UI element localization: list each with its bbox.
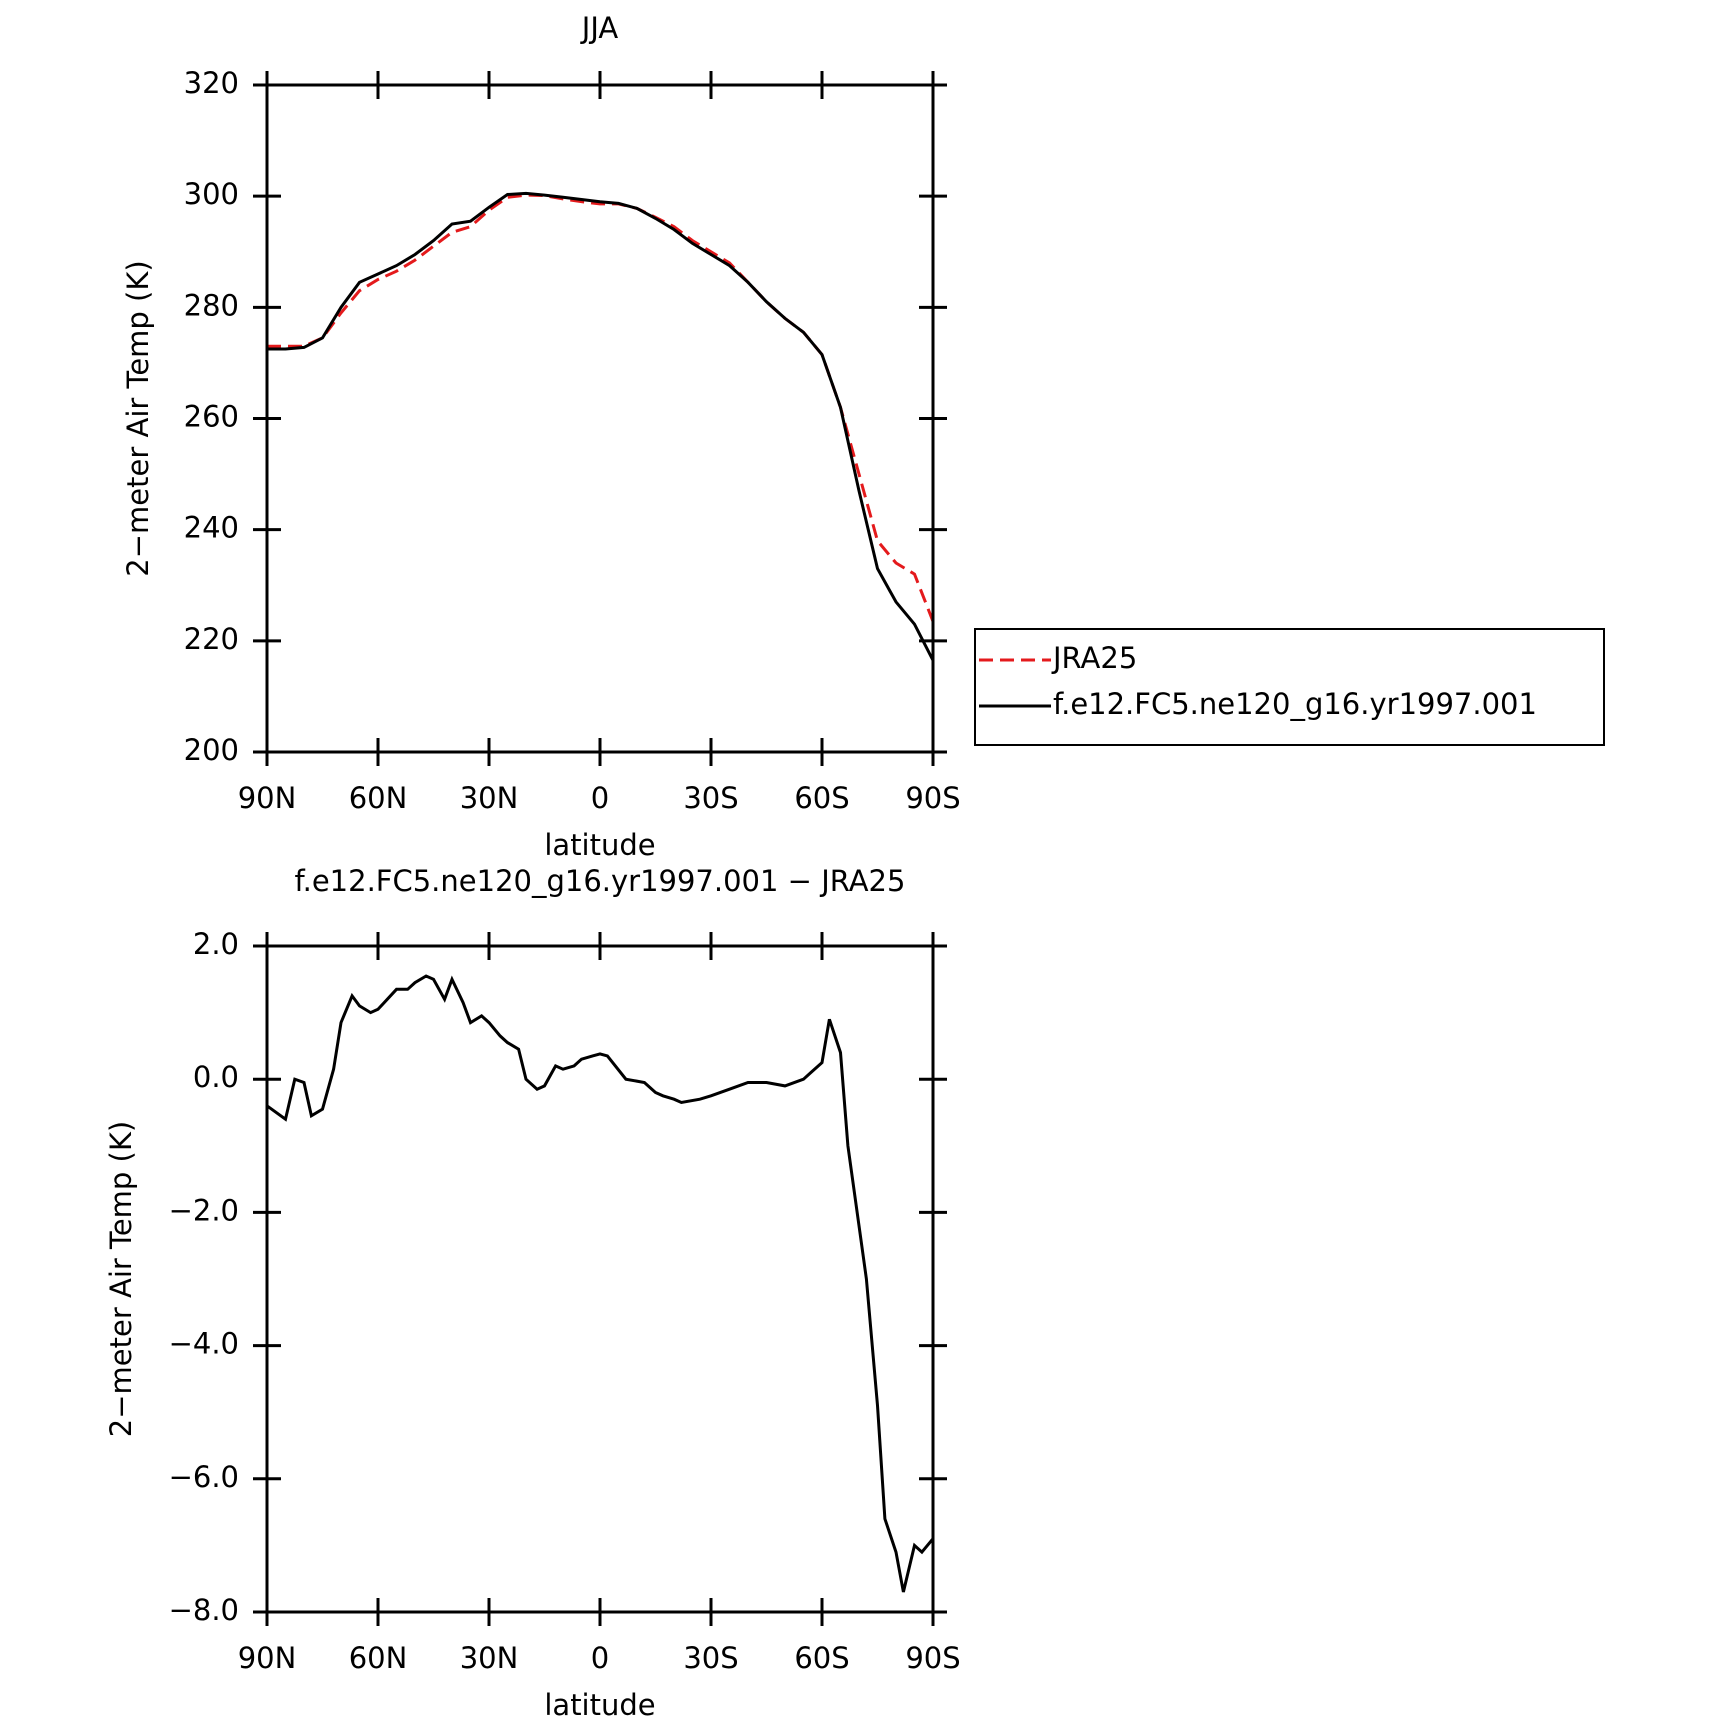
- x-tick-label: 60S: [794, 1641, 849, 1675]
- x-tick-label: 60N: [349, 1641, 408, 1675]
- x-tick-label: 30N: [460, 781, 519, 815]
- x-tick-label: 30S: [683, 1641, 738, 1675]
- data-line: [267, 193, 935, 622]
- x-tick-label: 60S: [794, 781, 849, 815]
- data-line: [267, 191, 935, 661]
- y-axis-label: 2−meter Air Temp (K): [104, 1121, 138, 1437]
- y-tick-label: −8.0: [169, 1593, 239, 1627]
- y-tick-label: 220: [184, 622, 239, 656]
- chart-title: JJA: [580, 11, 619, 45]
- y-tick-label: 300: [184, 177, 239, 211]
- y-tick-label: 320: [184, 66, 239, 100]
- x-axis-label: latitude: [544, 1688, 655, 1722]
- y-tick-label: 260: [184, 400, 239, 434]
- x-axis-label: latitude: [544, 828, 655, 862]
- chart-title: f.e12.FC5.ne120_g16.yr1997.001 − JRA25: [295, 864, 906, 898]
- x-tick-label: 0: [591, 781, 609, 815]
- legend-label: JRA25: [1051, 641, 1137, 675]
- plot-frame: [265, 944, 935, 1614]
- y-tick-label: 0.0: [193, 1060, 239, 1094]
- y-tick-label: 200: [184, 733, 239, 767]
- x-tick-label: 90S: [905, 1641, 960, 1675]
- y-tick-label: −4.0: [169, 1327, 239, 1361]
- legend-box: [974, 628, 1605, 746]
- y-tick-label: −2.0: [169, 1193, 239, 1227]
- data-line: [266, 974, 935, 1593]
- x-tick-label: 60N: [349, 781, 408, 815]
- y-tick-label: −6.0: [169, 1460, 239, 1494]
- x-tick-label: 30N: [460, 1641, 519, 1675]
- y-tick-label: 2.0: [193, 927, 239, 961]
- plot-frame: [265, 83, 935, 754]
- y-tick-label: 280: [184, 288, 239, 322]
- x-tick-label: 30S: [683, 781, 738, 815]
- x-tick-label: 90S: [905, 781, 960, 815]
- x-tick-label: 90N: [238, 781, 297, 815]
- legend-label: f.e12.FC5.ne120_g16.yr1997.001: [1053, 687, 1537, 721]
- x-tick-label: 90N: [238, 1641, 297, 1675]
- x-tick-label: 0: [591, 1641, 609, 1675]
- y-axis-label: 2−meter Air Temp (K): [121, 260, 155, 576]
- y-tick-label: 240: [184, 511, 239, 545]
